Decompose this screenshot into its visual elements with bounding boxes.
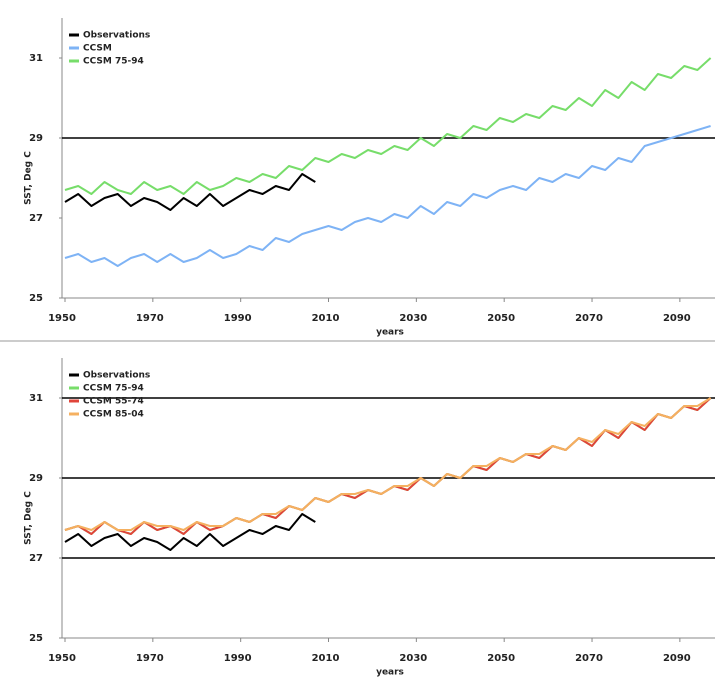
legend-label: CCSM 75-94 — [83, 57, 144, 67]
y-tick-label: 29 — [29, 133, 43, 144]
x-tick-label: 2070 — [575, 653, 603, 664]
x-tick-label: 2050 — [487, 313, 515, 324]
x-tick-label: 2010 — [312, 313, 340, 324]
x-tick-label: 1950 — [48, 653, 76, 664]
y-tick-label: 25 — [29, 293, 43, 304]
legend-label: CCSM 85-04 — [83, 410, 144, 420]
x-tick-label: 1950 — [48, 313, 76, 324]
x-tick-label: 2090 — [663, 653, 691, 664]
y-tick-label: 29 — [29, 473, 43, 484]
series-line — [64, 173, 316, 211]
x-axis-label: years — [376, 328, 404, 338]
x-tick-label: 2070 — [575, 313, 603, 324]
legend-label: CCSM 75-94 — [83, 384, 144, 394]
series-line — [64, 125, 711, 267]
y-tick-label: 27 — [29, 553, 43, 564]
y-tick-label: 31 — [29, 53, 43, 64]
x-tick-label: 2050 — [487, 653, 515, 664]
x-tick-label: 2010 — [312, 653, 340, 664]
x-tick-label: 1970 — [136, 653, 164, 664]
x-tick-label: 1990 — [224, 653, 252, 664]
series-line — [64, 57, 712, 195]
legend-label: Observations — [83, 31, 150, 41]
x-tick-label: 1970 — [136, 313, 164, 324]
legend-label: CCSM — [83, 44, 112, 54]
series-line — [64, 513, 316, 551]
x-tick-label: 2090 — [663, 313, 691, 324]
y-tick-label: 27 — [29, 213, 43, 224]
series-line — [64, 397, 712, 535]
series-line — [64, 397, 712, 535]
y-tick-label: 25 — [29, 633, 43, 644]
x-axis-label: years — [376, 668, 404, 677]
x-tick-label: 1990 — [224, 313, 252, 324]
y-axis-label: SST, Deg C — [24, 151, 34, 205]
legend-label: CCSM 55-74 — [83, 397, 144, 407]
x-tick-label: 2030 — [399, 313, 427, 324]
y-tick-label: 31 — [29, 393, 43, 404]
x-tick-label: 2030 — [399, 653, 427, 664]
y-axis-label: SST, Deg C — [24, 491, 34, 545]
series-line — [64, 397, 712, 531]
legend-label: Observations — [83, 371, 150, 381]
